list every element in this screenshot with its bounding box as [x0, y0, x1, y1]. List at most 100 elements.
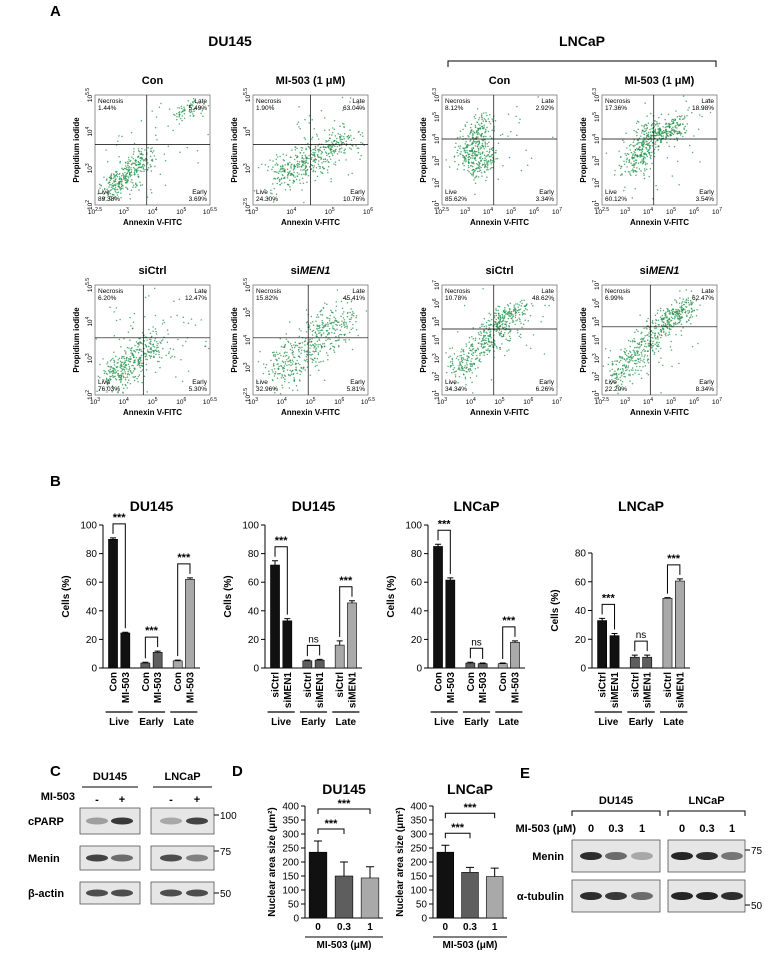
cell-dot	[118, 135, 120, 137]
cell-dot	[497, 318, 500, 320]
y-axis-label: Cells (%)	[386, 575, 397, 617]
cell-dot	[291, 363, 294, 365]
cell-dot	[633, 160, 635, 162]
cell-dot	[490, 137, 493, 139]
cell-dot	[293, 171, 295, 174]
cell-dot	[329, 314, 331, 317]
title-run: MI-503 (1 μM)	[625, 75, 695, 87]
cell-dot	[125, 168, 128, 171]
cell-dot	[529, 347, 532, 350]
cell-dot	[497, 178, 499, 180]
cell-dot	[298, 179, 301, 181]
cell-dot	[110, 195, 112, 198]
cell-dot	[660, 141, 663, 143]
cell-dot	[677, 309, 680, 311]
cell-dot	[668, 130, 671, 133]
cell-dot	[690, 290, 693, 292]
quadrant-name: Live	[256, 379, 268, 386]
cell-dot	[141, 381, 143, 384]
cell-dot	[617, 378, 620, 381]
cell-line-label: DU145	[599, 795, 633, 807]
cell-dot	[510, 317, 512, 320]
cell-dot	[478, 119, 480, 121]
cell-dot	[643, 124, 646, 127]
cell-dot	[474, 152, 476, 155]
cell-dot	[327, 166, 330, 168]
group-label: Early	[139, 717, 164, 728]
cell-dot	[466, 149, 468, 152]
cell-dot	[344, 341, 347, 343]
cell-dot	[303, 201, 305, 204]
cell-dot	[618, 373, 620, 375]
cell-dot	[111, 193, 114, 196]
cell-dot	[273, 198, 275, 201]
cell-dot	[333, 163, 335, 165]
cell-dot	[488, 120, 491, 123]
cell-dot	[327, 153, 330, 155]
cell-dot	[487, 130, 490, 133]
cell-dot	[676, 309, 679, 311]
cell-dot	[314, 179, 316, 182]
error-bar	[664, 597, 671, 599]
cell-dot	[192, 102, 194, 104]
cell-dot	[487, 348, 489, 350]
cell-dot	[448, 166, 451, 168]
cell-dot	[461, 367, 464, 370]
cell-dot	[315, 133, 318, 136]
cell-dot	[305, 331, 308, 333]
blot-band	[631, 852, 653, 860]
cell-dot	[331, 142, 334, 145]
cell-dot	[192, 98, 195, 100]
cell-dot	[155, 116, 158, 118]
cell-dot	[671, 308, 674, 310]
cell-dot	[620, 156, 622, 158]
cell-dot	[315, 347, 318, 350]
cell-dot	[338, 148, 341, 151]
error-bar	[611, 633, 618, 636]
tick-base: 10	[245, 204, 252, 212]
cell-dot	[345, 323, 347, 325]
cell-dot	[629, 173, 631, 175]
cell-dot	[122, 168, 125, 171]
cell-dot	[455, 142, 457, 144]
cell-dot	[346, 315, 349, 318]
y-axis-label: Propidium iodide	[72, 307, 81, 373]
cell-dot	[628, 159, 631, 161]
quadrant-percent: 2.92%	[536, 105, 555, 112]
quadrant-name: Necrosis	[98, 98, 124, 105]
cell-dot	[462, 162, 464, 164]
cell-dot	[463, 366, 466, 369]
cell-dot	[323, 325, 325, 328]
cell-dot	[525, 149, 527, 152]
quadrant-percent: 22.20%	[605, 386, 627, 393]
cell-dot	[623, 365, 626, 367]
cell-dot	[343, 311, 345, 313]
cell-dot	[690, 302, 693, 305]
cell-dot	[177, 338, 179, 341]
cell-dot	[499, 348, 501, 350]
cell-dot	[151, 349, 153, 352]
x-tick-label: 102.5	[435, 207, 449, 216]
quadrant-percent: 5.30%	[189, 386, 208, 393]
cell-dot	[468, 158, 470, 161]
cell-dot	[661, 364, 664, 367]
title-run: siCtrl	[138, 265, 166, 277]
cell-dot	[490, 155, 493, 157]
cell-dot	[133, 151, 135, 153]
cell-dot	[339, 133, 341, 136]
cell-dot	[678, 302, 681, 305]
cell-dot	[486, 114, 488, 117]
chart-title: LNCaP	[618, 498, 664, 514]
cell-dot	[475, 176, 477, 178]
cell-dot	[303, 158, 305, 160]
cell-dot	[133, 184, 135, 186]
cell-dot	[319, 343, 321, 346]
cell-dot	[286, 364, 288, 366]
significance-label: ns	[308, 634, 319, 645]
y-axis-label: Nuclear area size (μm²)	[267, 807, 278, 917]
cell-dot	[663, 321, 665, 323]
cell-dot	[288, 356, 290, 358]
cell-dot	[660, 135, 663, 138]
cell-dot	[111, 369, 114, 372]
significance-label: ***	[338, 798, 352, 810]
